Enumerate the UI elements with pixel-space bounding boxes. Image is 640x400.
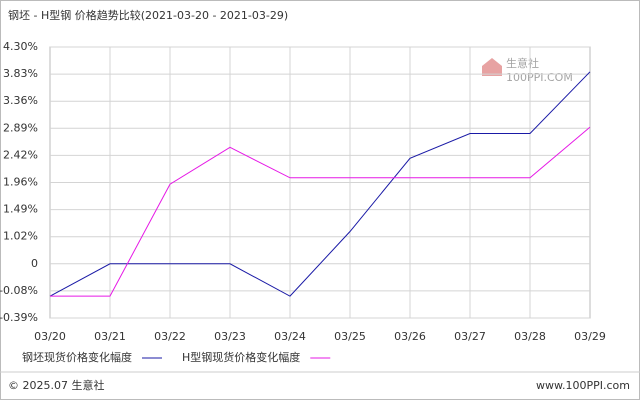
x-tick-label: 03/20 (34, 330, 66, 343)
legend-label: H型钢现货价格变化幅度 (182, 350, 300, 364)
x-tick-label: 03/27 (454, 330, 486, 343)
x-tick-label: 03/26 (394, 330, 426, 343)
watermark-text: 生意社 (506, 56, 539, 70)
legend-label: 钢坯现货价格变化幅度 (22, 350, 132, 364)
x-tick-label: 03/25 (334, 330, 366, 343)
x-tick-label: 03/23 (214, 330, 246, 343)
y-tick-label: 4.30% (3, 40, 38, 53)
x-tick-label: 03/29 (574, 330, 606, 343)
y-tick-label: 2.89% (3, 121, 38, 134)
series-line (49, 71, 591, 297)
chart-title: 钢坯 - H型钢 价格趋势比较(2021-03-20 - 2021-03-29) (8, 8, 288, 22)
y-tick-label: 2.42% (3, 148, 38, 161)
y-tick-label: 3.83% (3, 67, 38, 80)
footer-site: www.100PPI.com (536, 379, 630, 392)
x-tick-label: 03/21 (94, 330, 126, 343)
y-tick-label: 1.49% (3, 203, 38, 216)
x-tick-label: 03/28 (514, 330, 546, 343)
y-tick-label: -0.08% (0, 284, 38, 297)
y-tick-label: 1.96% (3, 176, 38, 189)
footer-copyright: © 2025.07 生意社 (8, 378, 104, 392)
y-tick-label: 3.36% (3, 94, 38, 107)
series-line (50, 126, 591, 297)
y-tick-label: -0.39% (0, 311, 38, 324)
watermark-text: 100PPI.COM (506, 71, 573, 84)
y-tick-label: 0 (31, 257, 38, 270)
watermark-icon (482, 58, 502, 76)
x-tick-label: 03/24 (274, 330, 306, 343)
x-tick-label: 03/22 (154, 330, 186, 343)
y-tick-label: 1.02% (3, 230, 38, 243)
